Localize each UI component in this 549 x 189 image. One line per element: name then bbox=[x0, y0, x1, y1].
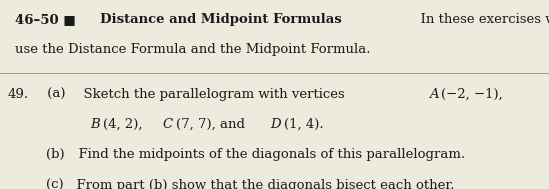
Text: Sketch the parallelogram with vertices: Sketch the parallelogram with vertices bbox=[75, 88, 349, 101]
Text: D: D bbox=[270, 118, 281, 131]
Text: From part (b) show that the diagonals bisect each other.: From part (b) show that the diagonals bi… bbox=[68, 179, 455, 189]
Text: use the Distance Formula and the Midpoint Formula.: use the Distance Formula and the Midpoin… bbox=[15, 43, 371, 57]
Text: 46–50 ■: 46–50 ■ bbox=[15, 13, 81, 26]
Text: (c): (c) bbox=[46, 179, 63, 189]
Text: 49.: 49. bbox=[7, 88, 28, 101]
Text: A: A bbox=[429, 88, 438, 101]
Text: (−2, −1),: (−2, −1), bbox=[441, 88, 503, 101]
Text: (4, 2),: (4, 2), bbox=[103, 118, 149, 131]
Text: (7, 7), and: (7, 7), and bbox=[176, 118, 249, 131]
Text: B: B bbox=[91, 118, 100, 131]
Text: Find the midpoints of the diagonals of this parallelogram.: Find the midpoints of the diagonals of t… bbox=[70, 148, 464, 161]
Text: In these exercises we: In these exercises we bbox=[412, 13, 549, 26]
Text: C: C bbox=[163, 118, 173, 131]
Text: (1, 4).: (1, 4). bbox=[284, 118, 323, 131]
Text: Distance and Midpoint Formulas: Distance and Midpoint Formulas bbox=[100, 13, 341, 26]
Text: (b): (b) bbox=[46, 148, 64, 161]
Text: (a): (a) bbox=[35, 88, 66, 101]
